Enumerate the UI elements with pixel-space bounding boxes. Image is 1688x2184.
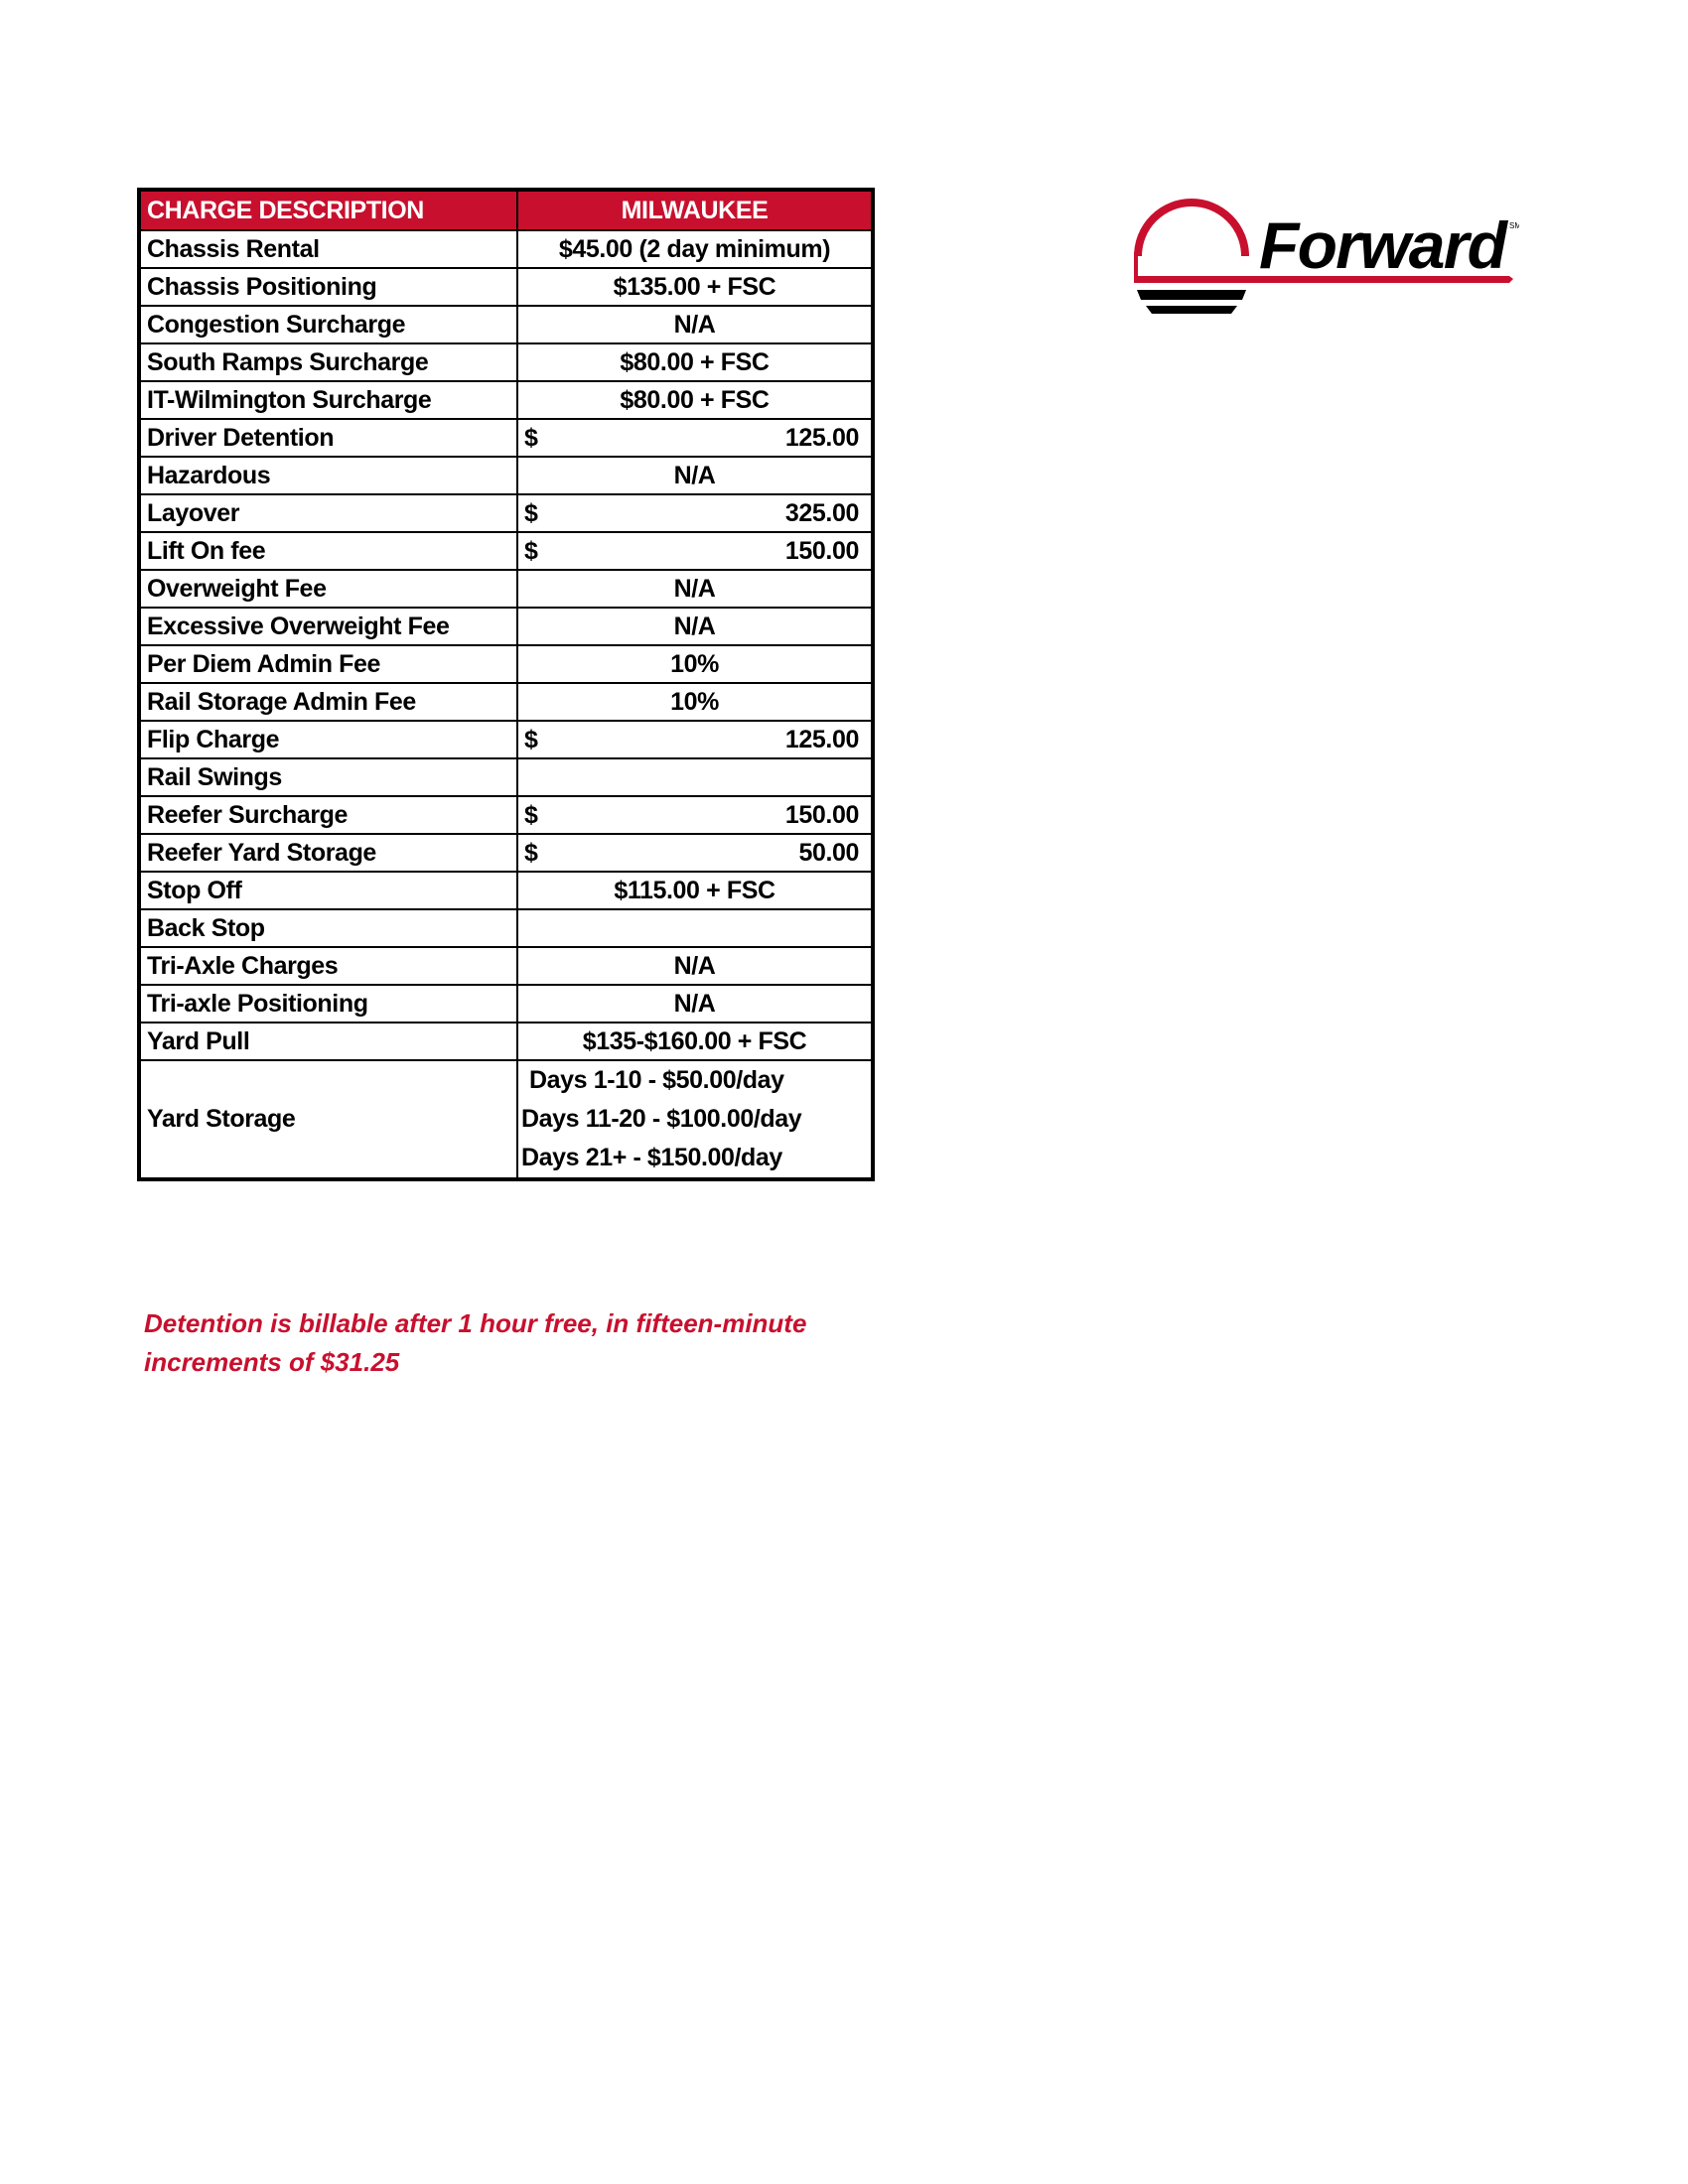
- logo-text: Forward: [1259, 208, 1509, 282]
- currency-symbol: $: [524, 725, 538, 753]
- charge-description: Tri-Axle Charges: [138, 946, 518, 986]
- charge-description: Yard Storage: [138, 1059, 518, 1180]
- charge-amount: $325.00: [516, 493, 874, 533]
- charge-amount: $150.00: [516, 531, 874, 571]
- currency-symbol: $: [524, 536, 538, 565]
- table-row: Yard Pull $135-$160.00 + FSC: [138, 1022, 874, 1061]
- table-row: Tri-Axle Charges N/A: [138, 946, 874, 986]
- charge-description: Tri-axle Positioning: [138, 984, 518, 1024]
- charge-description: Layover: [138, 493, 518, 533]
- charge-value: $135-$160.00 + FSC: [516, 1022, 874, 1061]
- charge-value: $45.00 (2 day minimum): [516, 229, 874, 269]
- charge-description: Hazardous: [138, 456, 518, 495]
- table-row: Reefer Yard Storage $50.00: [138, 833, 874, 873]
- charge-value: N/A: [516, 569, 874, 609]
- table-row: Flip Charge $125.00: [138, 720, 874, 759]
- charge-value: N/A: [516, 607, 874, 646]
- charge-description: Yard Pull: [138, 1022, 518, 1061]
- charge-description: Back Stop: [138, 908, 518, 948]
- forward-logo: Forward SM: [1134, 199, 1519, 314]
- charge-description: Chassis Rental: [138, 229, 518, 269]
- logo-stripe-2: [1146, 306, 1237, 314]
- yard-storage-tier: Days 11-20 - $100.00/day: [521, 1105, 802, 1133]
- charge-value: N/A: [516, 946, 874, 986]
- table-row: Overweight Fee N/A: [138, 569, 874, 609]
- currency-symbol: $: [524, 498, 538, 527]
- table-row: Excessive Overweight Fee N/A: [138, 607, 874, 646]
- charge-description: Overweight Fee: [138, 569, 518, 609]
- yard-storage-tiers: Days 1-10 - $50.00/day Days 11-20 - $100.…: [516, 1059, 874, 1180]
- charge-description: Reefer Surcharge: [138, 795, 518, 835]
- table-row: Chassis Rental $45.00 (2 day minimum): [138, 229, 874, 269]
- logo-red-line: [1134, 252, 1513, 283]
- charge-value: 10%: [516, 682, 874, 722]
- table-header-row: CHARGE DESCRIPTION MILWAUKEE: [138, 189, 874, 231]
- charge-value: $115.00 + FSC: [516, 871, 874, 910]
- charge-value: $80.00 + FSC: [516, 380, 874, 420]
- charge-amount: $125.00: [516, 418, 874, 458]
- table-row: Reefer Surcharge $150.00: [138, 795, 874, 835]
- header-milwaukee: MILWAUKEE: [516, 189, 874, 231]
- charge-description: Lift On fee: [138, 531, 518, 571]
- charge-description: South Ramps Surcharge: [138, 342, 518, 382]
- table-row: Lift On fee $150.00: [138, 531, 874, 571]
- table-row: Hazardous N/A: [138, 456, 874, 495]
- currency-symbol: $: [524, 800, 538, 829]
- charge-description: Reefer Yard Storage: [138, 833, 518, 873]
- table-row: Driver Detention $125.00: [138, 418, 874, 458]
- charge-amount: $150.00: [516, 795, 874, 835]
- charge-value: N/A: [516, 305, 874, 344]
- yard-storage-tier: Days 1-10 - $50.00/day: [529, 1066, 784, 1094]
- amount-value: 125.00: [784, 725, 859, 753]
- table-row: Tri-axle Positioning N/A: [138, 984, 874, 1024]
- charge-amount: $50.00: [516, 833, 874, 873]
- logo-stripe-1: [1137, 290, 1246, 300]
- charge-description: Rail Storage Admin Fee: [138, 682, 518, 722]
- amount-value: 125.00: [784, 423, 859, 452]
- amount-value: 150.00: [784, 800, 859, 829]
- table-row: Chassis Positioning $135.00 + FSC: [138, 267, 874, 307]
- charge-amount: $125.00: [516, 720, 874, 759]
- table-row: South Ramps Surcharge $80.00 + FSC: [138, 342, 874, 382]
- amount-value: 50.00: [798, 838, 859, 867]
- currency-symbol: $: [524, 838, 538, 867]
- charge-description: Per Diem Admin Fee: [138, 644, 518, 684]
- charge-description: Driver Detention: [138, 418, 518, 458]
- charge-description: Excessive Overweight Fee: [138, 607, 518, 646]
- table-row: Rail Storage Admin Fee 10%: [138, 682, 874, 722]
- charge-description: Stop Off: [138, 871, 518, 910]
- amount-value: 325.00: [784, 498, 859, 527]
- table-row: Congestion Surcharge N/A: [138, 305, 874, 344]
- table-row-yard-storage: Yard Storage Days 1-10 - $50.00/day Days 1…: [138, 1059, 874, 1180]
- detention-note: Detention is billable after 1 hour free,…: [144, 1308, 807, 1377]
- charge-description: Chassis Positioning: [138, 267, 518, 307]
- rate-table: CHARGE DESCRIPTION MILWAUKEE Chassis Ren…: [137, 188, 875, 1181]
- logo-sm: SM: [1509, 221, 1519, 230]
- table-row: Layover $325.00: [138, 493, 874, 533]
- charge-description: IT-Wilmington Surcharge: [138, 380, 518, 420]
- table-row: Per Diem Admin Fee 10%: [138, 644, 874, 684]
- charge-value: N/A: [516, 984, 874, 1024]
- charge-value: $80.00 + FSC: [516, 342, 874, 382]
- header-charge-description: CHARGE DESCRIPTION: [138, 189, 518, 231]
- charge-value: [516, 757, 874, 797]
- charge-description: Flip Charge: [138, 720, 518, 759]
- charge-value: N/A: [516, 456, 874, 495]
- table-row: Rail Swings: [138, 757, 874, 797]
- table-row: IT-Wilmington Surcharge $80.00 + FSC: [138, 380, 874, 420]
- table-row: Back Stop: [138, 908, 874, 948]
- charge-value: $135.00 + FSC: [516, 267, 874, 307]
- table-row: Stop Off $115.00 + FSC: [138, 871, 874, 910]
- logo-arc: [1134, 199, 1249, 257]
- currency-symbol: $: [524, 423, 538, 452]
- charge-value: [516, 908, 874, 948]
- charge-value: 10%: [516, 644, 874, 684]
- yard-storage-tier: Days 21+ - $150.00/day: [521, 1144, 782, 1171]
- charge-description: Rail Swings: [138, 757, 518, 797]
- charge-description: Congestion Surcharge: [138, 305, 518, 344]
- amount-value: 150.00: [784, 536, 859, 565]
